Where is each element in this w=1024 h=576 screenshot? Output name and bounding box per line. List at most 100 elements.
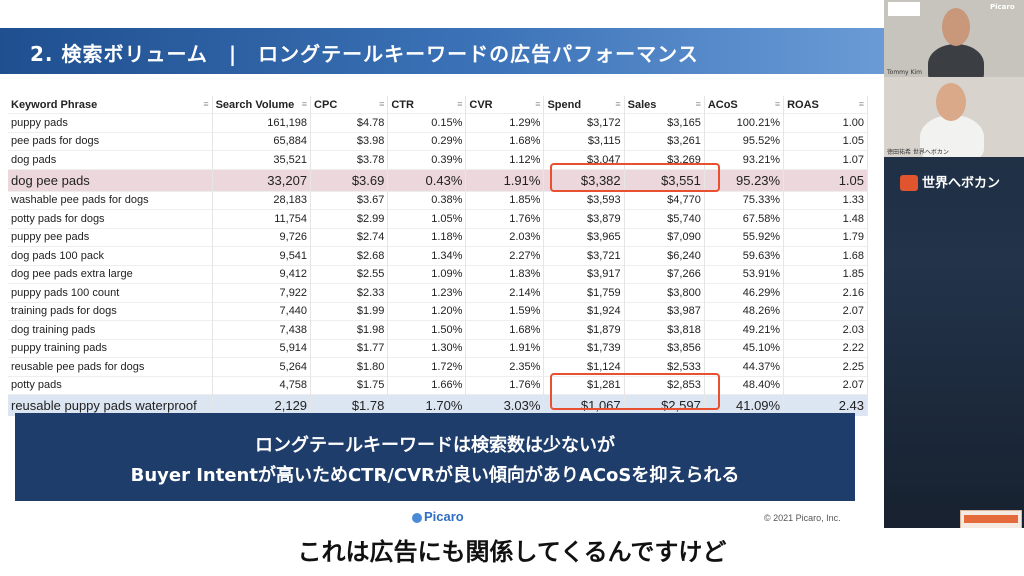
metric-cell: 1.09% — [387, 264, 467, 284]
metric-cell: 0.15% — [387, 113, 467, 132]
table-row: washable pee pads for dogs 28,183 $3.67 0.3… — [8, 190, 868, 210]
filter-icon[interactable]: ≡ — [774, 99, 781, 109]
filter-icon[interactable]: ≡ — [379, 99, 385, 109]
keyword-cell: potty pads for dogs — [8, 209, 213, 228]
metric-cell: 65,884 — [212, 131, 312, 151]
metric-cell: $1.80 — [310, 357, 389, 376]
metric-cell: $3,721 — [543, 246, 625, 265]
metric-cell: 67.58% — [704, 209, 785, 228]
column-header-label: Sales — [627, 98, 657, 111]
slide-title: 2. 検索ボリューム | ロングテールキーワードの広告パフォーマンス — [30, 42, 699, 66]
filter-icon[interactable]: ≡ — [457, 99, 463, 109]
metric-cell: $2,533 — [624, 357, 705, 376]
column-header[interactable]: CPC ≡ — [310, 96, 389, 114]
metric-cell: 1.00 — [783, 113, 868, 132]
participant-2-name: 徳田祐希 世界へボカン — [887, 149, 949, 156]
column-header[interactable]: Keyword Phrase ≡ — [8, 96, 213, 114]
summary-banner: ロングテールキーワードは検索数は少ないが Buyer Intentが高いためCT… — [15, 413, 855, 501]
metric-cell: 0.38% — [387, 190, 467, 210]
column-header-label: Keyword Phrase — [11, 98, 98, 111]
keyword-cell: washable pee pads for dogs — [8, 190, 213, 210]
picaro-logo-icon — [412, 512, 422, 523]
column-header[interactable]: ACoS ≡ — [704, 96, 785, 114]
copyright-text: © 2021 Picaro, Inc. — [764, 513, 841, 523]
metric-cell: $1,124 — [543, 357, 625, 376]
metric-cell: $3,856 — [624, 338, 705, 358]
metric-cell: $7,266 — [624, 264, 705, 284]
keyword-cell: training pads for dogs — [8, 301, 213, 321]
participant-1-head — [942, 8, 970, 46]
metric-cell: 1.68 — [783, 246, 868, 265]
metric-cell: 48.40% — [704, 375, 785, 395]
column-header[interactable]: CTR ≡ — [387, 96, 467, 114]
metric-cell: 1.12% — [465, 150, 545, 169]
column-header[interactable]: Sales ≡ — [624, 96, 705, 114]
table-row: puppy pads 100 count 7,922 $2.33 1.23% 2.14%… — [8, 283, 868, 302]
metric-cell: 1.23% — [387, 283, 467, 302]
filter-icon[interactable]: ≡ — [535, 99, 541, 109]
keyword-table-container: Keyword Phrase ≡ Search Volume ≡ CPC ≡ CTR ≡ CVR… — [8, 96, 868, 416]
table-row: dog pads 100 pack 9,541 $2.68 1.34% 2.27% $3,… — [8, 246, 868, 265]
metric-cell: $1.78 — [310, 394, 389, 416]
table-row: puppy pee pads 9,726 $2.74 1.18% 2.03% $3,965… — [8, 227, 868, 247]
metric-cell: $1,879 — [543, 320, 625, 339]
metric-cell: 1.66% — [387, 375, 467, 395]
participant-video-1[interactable]: Picaro Tommy Kim — [884, 0, 1024, 77]
metric-cell: 95.52% — [704, 131, 785, 151]
filter-icon[interactable]: ≡ — [858, 99, 864, 109]
keyword-cell: puppy pads 100 count — [8, 283, 213, 302]
filter-icon[interactable]: ≡ — [615, 99, 621, 109]
metric-cell: 0.43% — [387, 168, 467, 191]
metric-cell: 1.59% — [465, 301, 545, 321]
metric-cell: 1.68% — [465, 131, 545, 151]
metric-cell: $2.99 — [310, 209, 389, 228]
keyword-cell: dog pads — [8, 150, 213, 169]
metric-cell: 1.76% — [465, 209, 545, 228]
metric-cell: 1.07 — [783, 150, 868, 169]
keyword-cell: puppy pee pads — [8, 227, 213, 247]
filter-icon[interactable]: ≡ — [203, 99, 209, 109]
table-row: dog pads 35,521 $3.78 0.39% 1.12% $3,047 $3,26… — [8, 150, 868, 169]
picaro-mini-logo: Picaro — [990, 3, 1015, 11]
metric-cell: 33,207 — [212, 168, 312, 191]
metric-cell: 1.48 — [783, 209, 868, 228]
metric-cell: 7,440 — [212, 301, 312, 321]
metric-cell: $3,917 — [543, 264, 625, 284]
metric-cell: 28,183 — [212, 190, 312, 210]
metric-cell: $4,770 — [624, 190, 705, 210]
metric-cell: $1.77 — [310, 338, 389, 358]
metric-cell: $3,987 — [624, 301, 705, 321]
filter-icon[interactable]: ≡ — [695, 99, 701, 109]
metric-cell: 1.18% — [387, 227, 467, 247]
table-header-row: Keyword Phrase ≡ Search Volume ≡ CPC ≡ CTR ≡ CVR… — [8, 96, 868, 114]
metric-cell: $1.99 — [310, 301, 389, 321]
filter-icon[interactable]: ≡ — [301, 99, 308, 109]
column-header[interactable]: ROAS ≡ — [783, 96, 868, 114]
metric-cell: 1.05% — [387, 209, 467, 228]
column-header[interactable]: CVR ≡ — [465, 96, 545, 114]
table-row: pee pads for dogs 65,884 $3.98 0.29% 1.68% $3… — [8, 131, 868, 151]
metric-cell: $3,818 — [624, 320, 705, 339]
metric-cell: 1.33 — [783, 190, 868, 210]
column-header-label: Search Volume — [215, 98, 295, 111]
metric-cell: 2.07 — [783, 301, 868, 321]
participant-video-2[interactable]: 徳田祐希 世界へボカン — [884, 77, 1024, 157]
metric-cell: $3,965 — [543, 227, 625, 247]
metric-cell: $3,165 — [624, 113, 705, 132]
metric-cell: $3.98 — [310, 131, 389, 151]
metric-cell: $1,281 — [543, 375, 625, 395]
metric-cell: $3,261 — [624, 131, 705, 151]
table-row: potty pads 4,758 $1.75 1.66% 1.76% $1,281 $2,8… — [8, 375, 868, 395]
banner-line-1: ロングテールキーワードは検索数は少ないが — [255, 435, 615, 456]
metric-cell: $6,240 — [624, 246, 705, 265]
metric-cell: $2.33 — [310, 283, 389, 302]
metric-cell: 9,541 — [212, 246, 312, 265]
metric-cell: $3,879 — [543, 209, 625, 228]
table-row: puppy pads 161,198 $4.78 0.15% 1.29% $3,172 $3… — [8, 113, 868, 132]
column-header[interactable]: Spend ≡ — [543, 96, 625, 114]
metric-cell: 0.39% — [387, 150, 467, 169]
metric-cell: $3,382 — [543, 168, 625, 191]
metric-cell: 1.91% — [465, 168, 545, 191]
column-header[interactable]: Search Volume ≡ — [212, 96, 312, 114]
metric-cell: 93.21% — [704, 150, 785, 169]
